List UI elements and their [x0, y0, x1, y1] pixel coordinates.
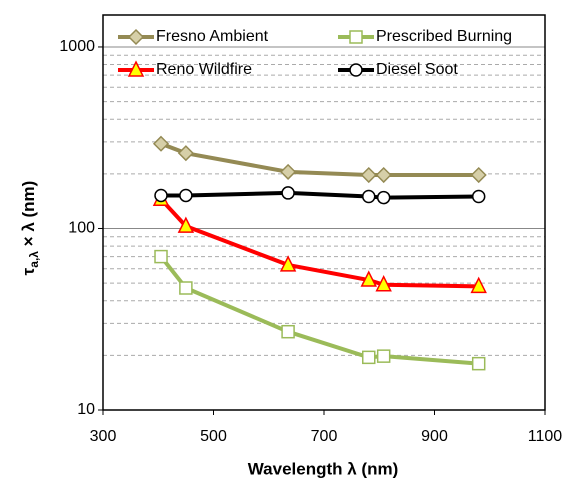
marker — [470, 166, 487, 184]
marker — [362, 189, 376, 204]
marker — [152, 135, 170, 152]
y-label-symbol: τ — [19, 267, 38, 275]
marker — [360, 270, 377, 287]
x-tick-label: 300 — [90, 428, 117, 445]
series-line — [159, 197, 479, 289]
marker — [280, 163, 297, 180]
marker — [154, 188, 168, 203]
marker — [127, 60, 145, 77]
y-tick-label: 100 — [68, 220, 95, 237]
x-tick-label: 500 — [200, 428, 227, 445]
marker — [154, 249, 168, 264]
y-label-rest: × λ (nm) — [19, 181, 38, 251]
series-line — [160, 141, 479, 178]
y-tick-label: 10 — [77, 401, 95, 418]
marker — [362, 350, 376, 365]
marker — [177, 216, 195, 233]
x-axis-label: Wavelength λ (nm) — [248, 459, 399, 478]
marker — [470, 276, 487, 294]
x-tick-label: 900 — [421, 428, 448, 445]
marker — [179, 188, 193, 203]
series-line — [161, 190, 479, 200]
marker — [376, 349, 391, 363]
marker — [375, 166, 392, 184]
marker — [376, 190, 391, 205]
marker — [471, 189, 486, 204]
legend-label: Diesel Soot — [376, 61, 458, 78]
y-tick-label: 1000 — [59, 38, 95, 55]
marker — [360, 166, 377, 184]
marker — [349, 30, 363, 44]
marker — [281, 186, 295, 200]
marker — [177, 145, 194, 162]
marker — [179, 281, 193, 295]
x-tick-label: 1100 — [528, 428, 563, 445]
legend-label: Fresno Ambient — [156, 28, 269, 45]
marker — [127, 28, 145, 46]
legend-label: Prescribed Burning — [376, 28, 512, 45]
x-tick-label: 700 — [311, 428, 338, 445]
marker — [471, 356, 486, 371]
marker — [281, 324, 295, 339]
legend-label: Reno Wildfire — [156, 61, 252, 78]
y-label-subscript: a,λ — [27, 251, 41, 268]
marker — [375, 275, 392, 292]
marker — [349, 63, 363, 77]
marker — [279, 255, 297, 272]
y-axis-label: τa,λ × λ (nm) — [19, 181, 41, 276]
plot-frame — [102, 14, 546, 411]
